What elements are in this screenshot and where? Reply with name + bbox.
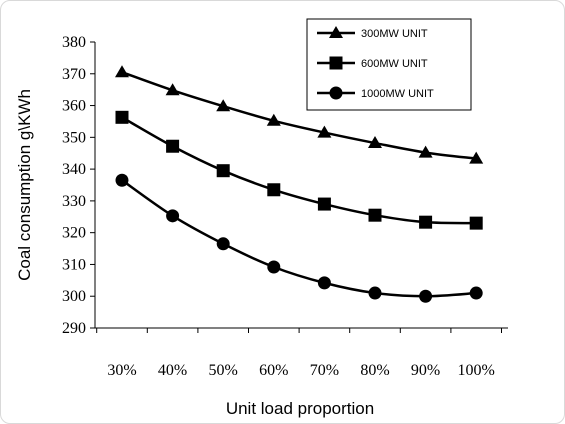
x-tick-label: 40% [158, 362, 187, 379]
data-point [317, 276, 331, 290]
data-point [165, 83, 180, 96]
data-point [216, 237, 230, 251]
data-point [469, 286, 483, 300]
data-point [166, 139, 180, 153]
series-triangle [115, 65, 484, 164]
data-point [266, 113, 281, 126]
data-point [469, 151, 484, 164]
y-tick-label: 350 [62, 129, 86, 146]
data-point [166, 209, 180, 223]
data-point [317, 197, 331, 211]
series-line [121, 116, 477, 225]
data-point [368, 136, 382, 149]
y-tick-label: 370 [62, 66, 86, 83]
legend-entry: 300MW UNIT [317, 26, 428, 40]
x-axis-title: Unit load proportion [226, 399, 374, 418]
axes: 290 300 310 320 330 340 350 360 370 380 30% 40% 50% 6… [62, 34, 508, 379]
data-point [216, 164, 230, 178]
data-point [469, 216, 483, 230]
data-point [419, 215, 433, 229]
legend-label: 1000MW UNIT [361, 88, 434, 100]
data-point [115, 65, 129, 78]
x-tick-label: 30% [107, 362, 136, 379]
data-point [368, 286, 382, 300]
x-tick-label: 70% [310, 362, 339, 379]
y-tick-label: 290 [62, 320, 86, 337]
x-tick-label: 60% [259, 362, 288, 379]
y-axis-title: Coal consumption g\KWh [15, 89, 34, 281]
data-point [368, 208, 382, 222]
series-circle [115, 173, 483, 303]
legend-marker [329, 26, 343, 38]
y-tick-label: 310 [62, 256, 86, 273]
legend: 300MW UNIT 600MW UNIT 1000MW UNIT [306, 18, 472, 111]
data-point [267, 260, 281, 274]
series-layer [115, 65, 484, 303]
data-point [419, 289, 433, 303]
y-tick-label: 300 [62, 288, 86, 305]
x-tick-label: 100% [458, 362, 495, 379]
legend-entry: 1000MW UNIT [317, 86, 434, 100]
series-square [115, 110, 483, 230]
y-tick-label: 340 [62, 161, 86, 178]
x-tick-label: 90% [411, 362, 440, 379]
data-point [115, 173, 129, 187]
legend-marker [329, 56, 343, 70]
data-point [317, 125, 332, 138]
legend-marker [329, 86, 343, 100]
y-tick-label: 380 [62, 34, 86, 51]
legend-label: 600MW UNIT [361, 58, 428, 70]
y-tick-label: 320 [62, 225, 86, 242]
data-point [418, 145, 433, 158]
y-tick-label: 330 [62, 193, 86, 210]
y-tick-label: 360 [62, 98, 86, 115]
x-tick-label: 80% [360, 362, 389, 379]
data-point [115, 110, 129, 124]
legend-label: 300MW UNIT [361, 28, 428, 40]
legend-entry: 600MW UNIT [317, 56, 428, 70]
data-point [267, 183, 281, 197]
data-point [216, 99, 231, 112]
x-tick-label: 50% [209, 362, 238, 379]
